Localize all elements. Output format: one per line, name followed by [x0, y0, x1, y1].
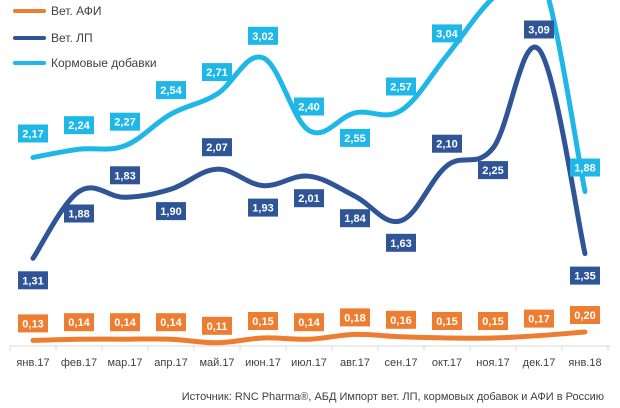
legend-label: Вет. ЛП: [51, 31, 93, 45]
x-tick-label: мар.17: [107, 357, 142, 369]
x-tick-label: июл.17: [291, 357, 327, 369]
data-label-box: [202, 63, 232, 82]
x-tick-label: сен.17: [385, 357, 418, 369]
data-label-box: [18, 314, 48, 333]
data-label: 1,88: [574, 163, 595, 175]
data-label-box: [340, 128, 370, 147]
data-label-box: [432, 134, 462, 153]
data-label-box: [570, 306, 600, 324]
data-label: 0,16: [390, 315, 411, 327]
x-tick-label: фев.17: [61, 357, 97, 369]
data-label: 2,57: [390, 82, 411, 94]
data-label-box: [294, 97, 324, 116]
data-label-box: [64, 116, 94, 135]
data-label-box: [432, 24, 462, 43]
data-label-box: [432, 312, 462, 330]
x-tick-label: апр.17: [154, 357, 187, 369]
data-label: 2,17: [22, 129, 43, 141]
series-line: [30, 0, 588, 194]
data-label-box: [478, 312, 508, 330]
data-label-box: [248, 312, 278, 330]
data-label: 3,04: [436, 28, 458, 40]
series-lines: [30, 0, 588, 346]
data-label: 2,25: [482, 165, 503, 177]
data-label-box: [64, 204, 94, 223]
data-label: 0,14: [68, 317, 90, 329]
x-tick-label: окт.17: [432, 357, 462, 369]
series-line: [30, 44, 588, 261]
data-label-box: [64, 313, 94, 332]
data-label: 2,40: [298, 102, 319, 114]
data-labels: 0,13 0,14 0,14 0,14 0,11 0,15 0,14 0,18 0,16 0,15…: [18, 20, 600, 335]
data-label: 0,17: [528, 314, 549, 326]
data-label: 0,15: [252, 316, 273, 328]
source-note: Источник: RNC Pharma®, АБД Импорт вет. Л…: [182, 391, 604, 403]
data-label-box: [202, 316, 232, 335]
data-label: 0,15: [436, 316, 457, 328]
data-label-box: [110, 313, 140, 332]
x-tick-label: янв.17: [16, 357, 49, 369]
x-tick-label: май.17: [199, 357, 234, 369]
data-label: 1,93: [252, 203, 273, 215]
data-label: 3,09: [528, 25, 549, 37]
data-label: 0,15: [482, 316, 503, 328]
x-tick-label: дек.17: [523, 357, 556, 369]
data-label-box: [340, 308, 370, 327]
data-label-box: [570, 158, 600, 177]
data-label: 2,54: [160, 85, 182, 97]
legend-label: Кормовые добавки: [51, 56, 157, 70]
data-label: 1,63: [390, 238, 411, 250]
data-label: 0,14: [160, 317, 182, 329]
data-label: 2,71: [206, 67, 227, 79]
data-label: 0,18: [344, 312, 365, 324]
data-label-box: [524, 20, 554, 39]
data-label: 1,35: [574, 271, 595, 283]
data-label-box: [156, 202, 186, 221]
data-label-box: [110, 112, 140, 131]
data-label: 2,24: [68, 120, 90, 132]
data-label: 0,20: [574, 310, 595, 322]
data-label-box: [248, 26, 278, 45]
legend: Вет. АФИ Вет. ЛП Кормовые добавки: [13, 4, 157, 70]
data-label: 1,83: [114, 170, 135, 182]
x-tick-label: июн.17: [245, 357, 281, 369]
series-line: [30, 329, 588, 346]
x-axis: янв.17 фев.17 мар.17 апр.17 май.17 июн.17 июл.…: [9, 345, 610, 369]
data-label-box: [294, 189, 324, 208]
x-tick-label: янв.18: [568, 357, 601, 369]
data-label: 1,84: [344, 213, 366, 225]
data-label: 2,55: [344, 133, 365, 145]
data-label-box: [18, 271, 48, 290]
data-label: 2,07: [206, 142, 227, 154]
x-tick-label: авг.17: [340, 357, 370, 369]
data-label: 2,01: [298, 193, 319, 205]
data-label-box: [18, 124, 48, 143]
data-label: 1,31: [22, 275, 43, 287]
data-label: 0,11: [207, 321, 228, 333]
data-label-box: [386, 233, 416, 252]
data-label: 3,02: [252, 31, 273, 43]
data-label: 1,90: [160, 206, 181, 218]
data-label: 0,14: [298, 317, 320, 329]
data-label-box: [110, 166, 140, 185]
data-label-box: [156, 81, 186, 100]
data-label: 0,13: [22, 318, 43, 330]
data-label-box: [248, 198, 278, 217]
data-label: 1,88: [68, 209, 89, 221]
x-tick-label: ноя.17: [476, 357, 509, 369]
data-label-box: [478, 161, 508, 180]
data-label-box: [340, 209, 370, 228]
data-label: 0,14: [114, 317, 136, 329]
data-label-box: [386, 77, 416, 96]
legend-label: Вет. АФИ: [51, 4, 101, 18]
data-label-box: [570, 266, 600, 285]
data-label-box: [386, 310, 416, 329]
data-label: 2,10: [436, 139, 457, 151]
data-label-box: [294, 313, 324, 332]
data-label: 2,27: [114, 117, 135, 129]
data-label-box: [524, 309, 554, 328]
data-label-box: [202, 138, 232, 157]
data-label-box: [156, 313, 186, 332]
